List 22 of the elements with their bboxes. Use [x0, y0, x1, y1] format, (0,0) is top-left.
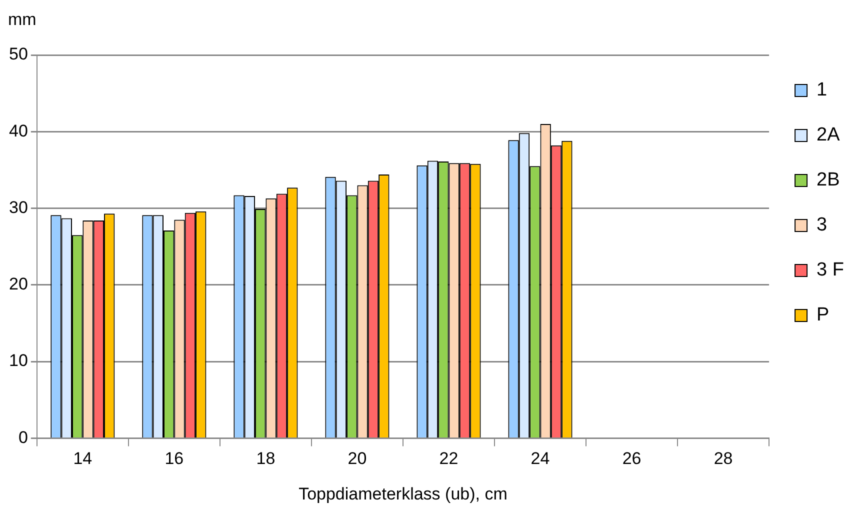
x-tick-label: 16	[164, 449, 184, 468]
legend-label: 3	[816, 214, 828, 236]
legend-label: P	[816, 304, 830, 326]
x-tick-label: 18	[256, 449, 276, 468]
x-axis-title: Toppdiameterklass (ub), cm	[298, 484, 508, 504]
legend-label: 2B	[816, 170, 840, 191]
y-axis-title: mm	[8, 10, 36, 30]
x-tick-label: 22	[439, 449, 458, 468]
x-tick-label: 28	[714, 449, 733, 468]
y-tick-label: 20	[8, 274, 28, 294]
x-tick-label: 20	[348, 449, 367, 468]
x-tick-label: 24	[530, 449, 550, 468]
y-tick-label: 30	[8, 198, 28, 217]
x-tick-label: 26	[622, 449, 642, 468]
y-tick-label: 50	[8, 44, 28, 64]
legend-label: 2A	[816, 124, 840, 146]
x-tick-label: 14	[73, 449, 92, 468]
legend-label: 3 F	[816, 260, 844, 281]
y-tick-label: 40	[8, 121, 28, 140]
y-tick-label: 10	[8, 351, 28, 370]
legend-label: 1	[816, 80, 828, 101]
y-tick-label: 0	[18, 428, 28, 447]
